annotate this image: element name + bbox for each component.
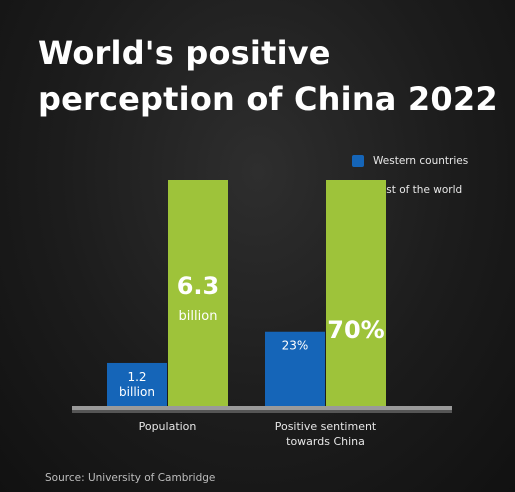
data-label-rest-1-line-2: billion xyxy=(179,309,218,324)
bar-western-1 xyxy=(107,362,167,406)
data-label-rest-1-line-1: 6.3 xyxy=(177,272,220,300)
legend-item-western: Western countries xyxy=(352,146,468,175)
baseline-shadow xyxy=(72,410,452,413)
category-label-2-line-1: Positive sentiment xyxy=(275,420,377,433)
bar-rest-1 xyxy=(168,180,228,406)
chart-title-line-2: perception of China 2022 xyxy=(38,80,498,118)
data-label-rest-2-line-1: 70% xyxy=(327,316,384,344)
data-label-western-1-line-1: 1.2 xyxy=(127,370,146,384)
data-label-western-1-line-2: billion xyxy=(119,385,155,399)
category-label-1-line-1: Population xyxy=(139,420,197,433)
legend-swatch-western xyxy=(352,154,364,167)
source-note: Source: University of Cambridge xyxy=(45,472,216,484)
legend-label-rest: Rest of the world xyxy=(373,183,463,196)
baseline xyxy=(72,406,452,410)
legend-label-western: Western countries xyxy=(373,154,469,167)
bar-rest-2 xyxy=(326,180,386,406)
data-label-western-2-line-1: 23% xyxy=(282,339,309,353)
bar-western-2 xyxy=(265,331,325,406)
chart-title-line-1: World's positive xyxy=(38,34,331,72)
chart-title: World's positive perception of China 202… xyxy=(38,30,498,122)
category-label-2-line-2: towards China xyxy=(286,435,365,448)
